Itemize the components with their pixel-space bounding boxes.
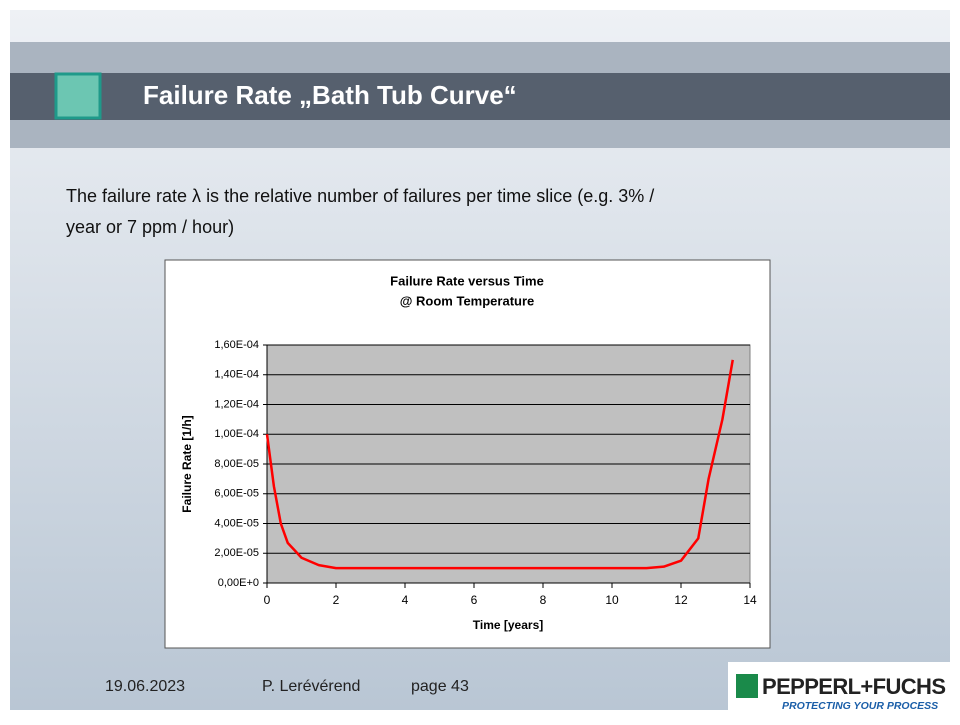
y-tick-label: 1,20E-04 xyxy=(214,398,259,410)
logo-icon xyxy=(736,674,758,698)
y-tick-label: 1,40E-04 xyxy=(214,369,259,381)
x-tick-label: 10 xyxy=(605,593,619,607)
footer-author: P. Lerévérend xyxy=(262,678,360,695)
y-tick-label: 0,00E+0 xyxy=(218,577,259,589)
body-text: The failure rate λ is the relative numbe… xyxy=(66,186,654,206)
y-tick-label: 6,00E-05 xyxy=(214,488,259,500)
x-tick-label: 0 xyxy=(264,593,271,607)
footer-page: page 43 xyxy=(411,678,469,695)
data-line xyxy=(265,359,734,570)
y-tick-label: 4,00E-05 xyxy=(214,517,259,529)
body-text: year or 7 ppm / hour) xyxy=(66,217,234,237)
y-axis-label: Failure Rate [1/h] xyxy=(180,415,194,512)
x-tick-label: 4 xyxy=(402,593,409,607)
x-tick-label: 12 xyxy=(674,593,688,607)
title-square xyxy=(54,72,102,120)
logo-slogan: PROTECTING YOUR PROCESS xyxy=(782,700,938,712)
slide-title: Failure Rate „Bath Tub Curve“ xyxy=(143,80,517,110)
chart-subtitle: @ Room Temperature xyxy=(400,293,535,308)
x-tick-label: 2 xyxy=(333,593,340,607)
y-tick-label: 2,00E-05 xyxy=(214,547,259,559)
y-tick-label: 1,60E-04 xyxy=(214,339,259,351)
x-tick-label: 8 xyxy=(540,593,547,607)
logo-box xyxy=(728,662,950,716)
chart-title: Failure Rate versus Time xyxy=(390,273,544,288)
footer-date: 19.06.2023 xyxy=(105,678,185,695)
x-axis-label: Time [years] xyxy=(473,618,543,632)
logo-name: PEPPERL+FUCHS xyxy=(762,674,946,699)
x-tick-label: 14 xyxy=(743,593,757,607)
y-tick-label: 1,00E-04 xyxy=(214,428,259,440)
x-tick-label: 6 xyxy=(471,593,478,607)
title-bar xyxy=(10,73,950,120)
y-tick-label: 8,00E-05 xyxy=(214,458,259,470)
